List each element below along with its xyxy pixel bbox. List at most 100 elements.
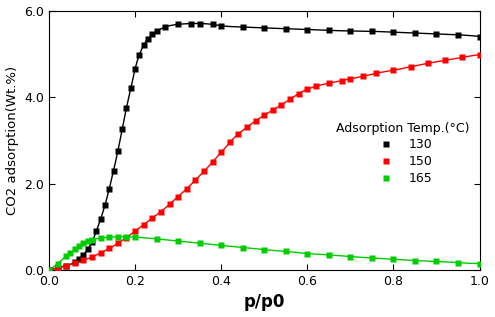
130 bbox=[197, 22, 202, 25]
150 bbox=[184, 187, 190, 191]
130 bbox=[115, 149, 121, 153]
165 bbox=[81, 241, 87, 245]
150 bbox=[477, 53, 483, 56]
165 bbox=[261, 248, 267, 252]
165 bbox=[54, 262, 60, 265]
165 bbox=[72, 247, 78, 251]
130 bbox=[85, 247, 91, 251]
130 bbox=[261, 26, 267, 30]
150 bbox=[81, 258, 87, 262]
Line: 150: 150 bbox=[46, 52, 483, 273]
150 bbox=[123, 236, 129, 240]
165 bbox=[369, 256, 375, 260]
Line: 130: 130 bbox=[46, 20, 483, 273]
150 bbox=[339, 79, 345, 82]
150 bbox=[236, 132, 242, 136]
150 bbox=[287, 97, 293, 101]
Y-axis label: CO2 adsorption(Wt.%): CO2 adsorption(Wt.%) bbox=[5, 66, 18, 215]
165 bbox=[434, 260, 440, 263]
165 bbox=[89, 238, 95, 242]
150 bbox=[391, 68, 396, 72]
165 bbox=[326, 253, 332, 257]
150 bbox=[347, 77, 353, 81]
150 bbox=[141, 223, 147, 227]
150 bbox=[270, 108, 276, 112]
165 bbox=[240, 246, 246, 249]
150 bbox=[261, 113, 267, 117]
130 bbox=[94, 229, 99, 233]
165 bbox=[175, 239, 181, 243]
130 bbox=[137, 53, 143, 56]
165 bbox=[76, 244, 82, 248]
130 bbox=[434, 32, 440, 36]
Legend: 130, 150, 165: 130, 150, 165 bbox=[332, 118, 473, 189]
150 bbox=[279, 103, 285, 107]
130 bbox=[89, 240, 95, 244]
150 bbox=[373, 71, 379, 75]
165 bbox=[98, 236, 103, 240]
150 bbox=[46, 268, 52, 272]
150 bbox=[459, 55, 465, 59]
130 bbox=[141, 43, 147, 47]
165 bbox=[455, 261, 461, 265]
150 bbox=[442, 58, 448, 62]
150 bbox=[244, 126, 250, 129]
X-axis label: p/p0: p/p0 bbox=[244, 294, 285, 311]
150 bbox=[175, 195, 181, 198]
130 bbox=[128, 87, 134, 90]
150 bbox=[296, 92, 301, 95]
130 bbox=[209, 23, 215, 26]
130 bbox=[149, 32, 155, 36]
130 bbox=[369, 29, 375, 33]
150 bbox=[304, 87, 310, 91]
130 bbox=[162, 25, 168, 29]
130 bbox=[175, 23, 181, 26]
165 bbox=[106, 235, 112, 239]
130 bbox=[455, 33, 461, 37]
130 bbox=[76, 257, 82, 261]
130 bbox=[119, 127, 125, 131]
165 bbox=[123, 235, 129, 239]
130 bbox=[132, 67, 138, 71]
150 bbox=[360, 74, 366, 78]
130 bbox=[412, 31, 418, 35]
150 bbox=[149, 216, 155, 220]
Line: 165: 165 bbox=[46, 234, 483, 273]
130 bbox=[46, 268, 52, 272]
165 bbox=[477, 262, 483, 265]
165 bbox=[115, 235, 121, 239]
130 bbox=[72, 260, 78, 264]
130 bbox=[240, 25, 246, 29]
130 bbox=[218, 24, 224, 28]
130 bbox=[145, 37, 151, 41]
130 bbox=[188, 22, 194, 25]
165 bbox=[153, 237, 159, 241]
150 bbox=[106, 247, 112, 250]
150 bbox=[158, 210, 164, 214]
130 bbox=[304, 28, 310, 31]
130 bbox=[123, 106, 129, 110]
130 bbox=[81, 253, 87, 257]
130 bbox=[54, 266, 60, 270]
130 bbox=[110, 169, 116, 172]
165 bbox=[283, 249, 289, 253]
150 bbox=[54, 266, 60, 270]
165 bbox=[132, 235, 138, 239]
165 bbox=[46, 268, 52, 272]
150 bbox=[89, 255, 95, 259]
150 bbox=[218, 151, 224, 154]
130 bbox=[283, 27, 289, 31]
150 bbox=[166, 202, 172, 206]
150 bbox=[98, 251, 103, 255]
165 bbox=[218, 243, 224, 247]
150 bbox=[313, 84, 319, 88]
130 bbox=[391, 30, 396, 34]
165 bbox=[412, 259, 418, 262]
150 bbox=[425, 61, 431, 65]
165 bbox=[347, 255, 353, 259]
150 bbox=[115, 241, 121, 245]
150 bbox=[408, 65, 414, 69]
165 bbox=[63, 254, 69, 258]
150 bbox=[227, 140, 233, 144]
130 bbox=[153, 29, 159, 33]
